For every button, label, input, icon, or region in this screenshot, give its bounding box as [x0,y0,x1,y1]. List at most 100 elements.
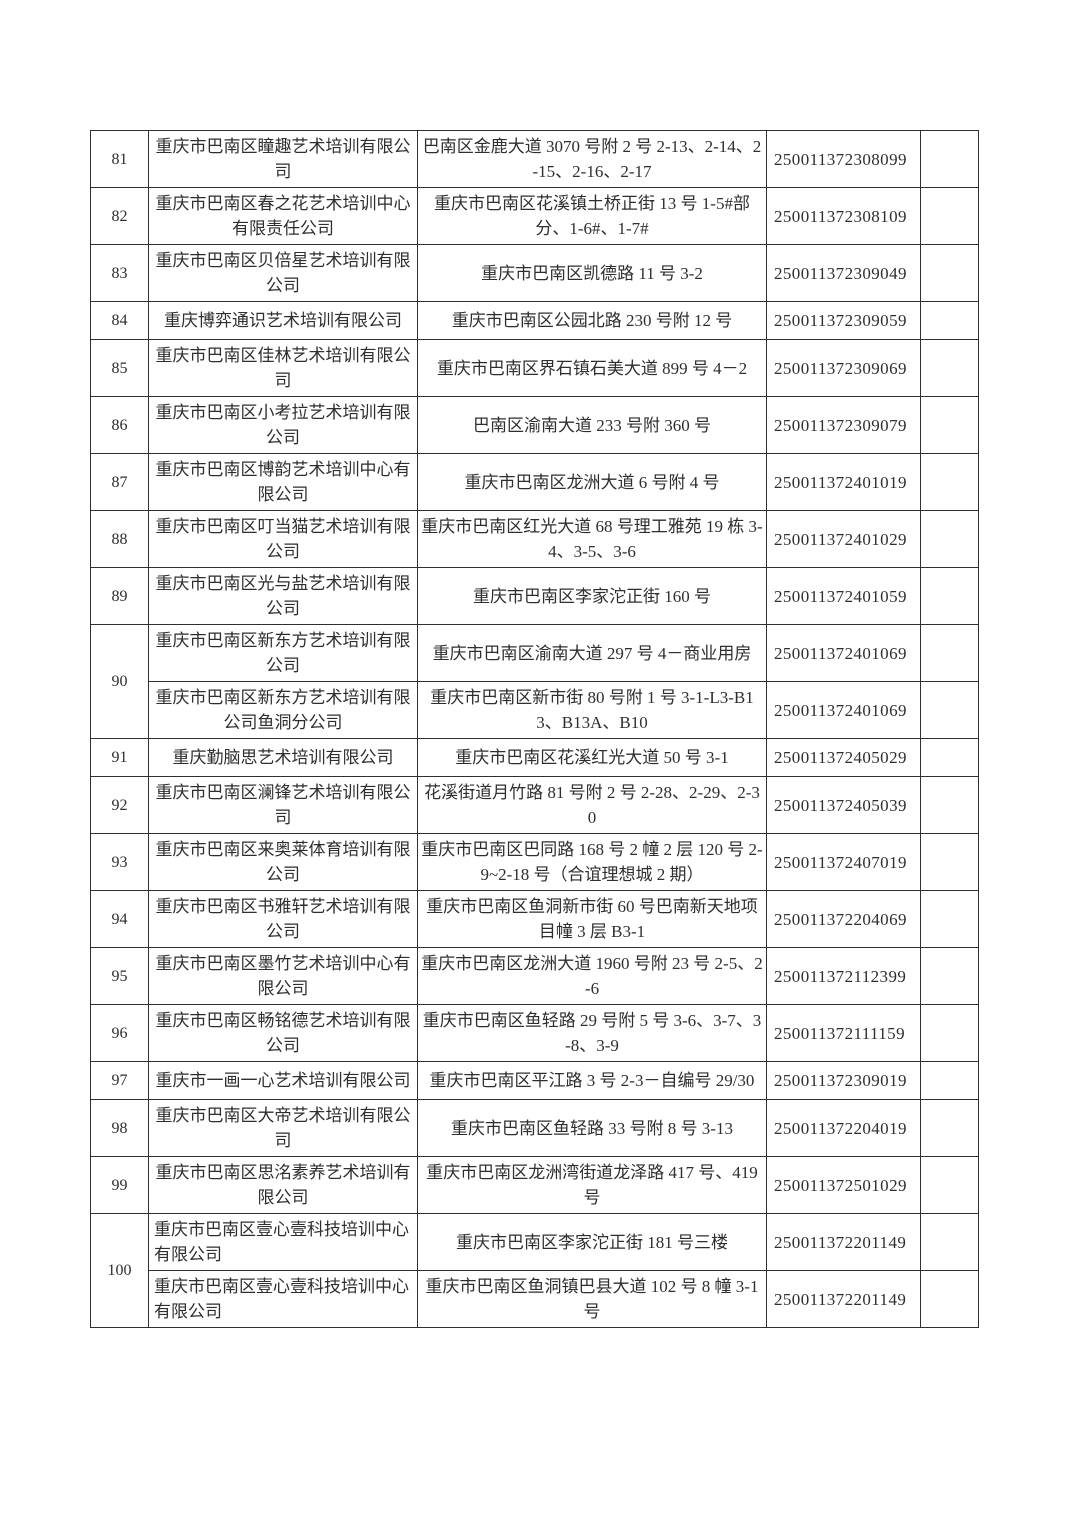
license-code-cell: 250011372401029 [766,510,921,568]
license-code-cell: 250011372308109 [766,187,921,245]
remark-cell [920,1213,979,1271]
org-address-cell: 重庆市巴南区龙洲大道 1960 号附 23 号 2-5、2-6 [417,947,767,1005]
license-code-cell: 250011372204019 [766,1099,921,1157]
org-name-cell: 重庆市巴南区瞳趣艺术培训有限公司 [148,130,418,188]
remark-cell [920,624,979,682]
org-address-cell: 重庆市巴南区龙洲湾街道龙泽路 417 号、419 号 [417,1156,767,1214]
org-name-cell: 重庆市巴南区小考拉艺术培训有限公司 [148,396,418,454]
row-number-cell: 89 [90,567,149,625]
org-name-cell: 重庆市巴南区新东方艺术培训有限公司 [148,624,418,682]
row-number-cell: 99 [90,1156,149,1214]
org-address-cell: 重庆市巴南区李家沱正街 160 号 [417,567,767,625]
org-address-cell: 重庆市巴南区公园北路 230 号附 12 号 [417,301,767,340]
row-number-cell: 100 [90,1213,149,1328]
table-row: 81 重庆市巴南区瞳趣艺术培训有限公司 巴南区金鹿大道 3070 号附 2 号 2-… [90,130,979,188]
license-code-cell: 250011372309059 [766,301,921,340]
org-name-cell: 重庆市巴南区来奥莱体育培训有限公司 [148,833,418,891]
remark-cell [920,1156,979,1214]
table-row: 重庆市巴南区新东方艺术培训有限公司鱼洞分公司 重庆市巴南区新市街 80 号附 1 … [91,681,979,739]
remark-cell [920,187,979,245]
table-row: 85 重庆市巴南区佳林艺术培训有限公司 重庆市巴南区界石镇石美大道 899 号 4－… [90,339,979,397]
row-number-cell: 95 [90,947,149,1005]
org-address-cell: 重庆市巴南区界石镇石美大道 899 号 4－2 [417,339,767,397]
table-row: 82 重庆市巴南区春之花艺术培训中心有限责任公司 重庆市巴南区花溪镇土桥正街 13 … [90,187,979,245]
remark-cell [920,339,979,397]
remark-cell [920,947,979,1005]
org-name-cell: 重庆博弈通识艺术培训有限公司 [148,301,418,340]
remark-cell [920,510,979,568]
org-address-cell: 重庆市巴南区新市街 80 号附 1 号 3-1-L3-B13、B13A、B10 [417,681,767,739]
table-row: 95 重庆市巴南区墨竹艺术培训中心有限公司 重庆市巴南区龙洲大道 1960 号附 2… [90,947,979,1005]
org-name-cell: 重庆市巴南区春之花艺术培训中心有限责任公司 [148,187,418,245]
org-name-cell: 重庆市巴南区贝倍星艺术培训有限公司 [148,244,418,302]
remark-cell [920,833,979,891]
license-code-cell: 250011372401069 [766,681,921,739]
license-code-cell: 250011372501029 [766,1156,921,1214]
org-address-cell: 重庆市巴南区鱼洞镇巴县大道 102 号 8 幢 3-1 号 [417,1270,767,1328]
remark-cell [920,1270,979,1328]
table-body: 81 重庆市巴南区瞳趣艺术培训有限公司 巴南区金鹿大道 3070 号附 2 号 2-… [90,130,979,1328]
org-name-cell: 重庆市巴南区大帝艺术培训有限公司 [148,1099,418,1157]
row-number-cell: 85 [90,339,149,397]
license-code-cell: 250011372201149 [766,1270,921,1328]
table-row: 97 重庆市一画一心艺术培训有限公司 重庆市巴南区平江路 3 号 2-3－自编号 2… [90,1061,979,1100]
table-row: 93 重庆市巴南区来奥莱体育培训有限公司 重庆市巴南区巴同路 168 号 2 幢 2… [90,833,979,891]
license-code-cell: 250011372201149 [766,1213,921,1271]
table-row: 88 重庆市巴南区叮当猫艺术培训有限公司 重庆市巴南区红光大道 68 号理工雅苑 1… [90,510,979,568]
org-name-cell: 重庆市巴南区壹心壹科技培训中心有限公司 [148,1270,418,1328]
org-name-cell: 重庆市巴南区壹心壹科技培训中心有限公司 [148,1213,418,1271]
row-number-cell: 87 [90,453,149,511]
org-address-cell: 重庆市巴南区鱼轻路 33 号附 8 号 3-13 [417,1099,767,1157]
remark-cell [920,776,979,834]
org-name-cell: 重庆市巴南区博韵艺术培训中心有限公司 [148,453,418,511]
remark-cell [920,567,979,625]
remark-cell [920,1099,979,1157]
license-code-cell: 250011372204069 [766,890,921,948]
org-address-cell: 重庆市巴南区花溪镇土桥正街 13 号 1-5#部分、1-6#、1-7# [417,187,767,245]
license-code-cell: 250011372309079 [766,396,921,454]
remark-cell [920,301,979,340]
license-code-cell: 250011372309019 [766,1061,921,1100]
license-code-cell: 250011372405039 [766,776,921,834]
org-address-cell: 重庆市巴南区李家沱正街 181 号三楼 [417,1213,767,1271]
remark-cell [920,738,979,777]
table-row: 94 重庆市巴南区书雅轩艺术培训有限公司 重庆市巴南区鱼洞新市街 60 号巴南新天地… [90,890,979,948]
org-name-cell: 重庆市巴南区墨竹艺术培训中心有限公司 [148,947,418,1005]
org-address-cell: 重庆市巴南区鱼轻路 29 号附 5 号 3-6、3-7、3-8、3-9 [417,1004,767,1062]
table-row: 99 重庆市巴南区思洺素养艺术培训有限公司 重庆市巴南区龙洲湾街道龙泽路 417 号… [90,1156,979,1214]
org-address-cell: 重庆市巴南区鱼洞新市街 60 号巴南新天地项目幢 3 层 B3-1 [417,890,767,948]
remark-cell [920,130,979,188]
license-code-cell: 250011372111159 [766,1004,921,1062]
table-row: 84 重庆博弈通识艺术培训有限公司 重庆市巴南区公园北路 230 号附 12 号 25… [90,301,979,340]
org-address-cell: 重庆市巴南区巴同路 168 号 2 幢 2 层 120 号 2-9~2-18 号… [417,833,767,891]
license-code-cell: 250011372401019 [766,453,921,511]
table-row: 98 重庆市巴南区大帝艺术培训有限公司 重庆市巴南区鱼轻路 33 号附 8 号 3-… [90,1099,979,1157]
org-address-cell: 巴南区渝南大道 233 号附 360 号 [417,396,767,454]
row-number-cell: 92 [90,776,149,834]
license-code-cell: 250011372309069 [766,339,921,397]
table-row: 重庆市巴南区壹心壹科技培训中心有限公司 重庆市巴南区鱼洞镇巴县大道 102 号 8… [91,1270,979,1328]
org-name-cell: 重庆市巴南区思洺素养艺术培训有限公司 [148,1156,418,1214]
remark-cell [920,453,979,511]
org-name-cell: 重庆市巴南区畅铭德艺术培训有限公司 [148,1004,418,1062]
row-number-cell: 91 [90,738,149,777]
org-address-cell: 重庆市巴南区平江路 3 号 2-3－自编号 29/30 [417,1061,767,1100]
table-row: 100 重庆市巴南区壹心壹科技培训中心有限公司 重庆市巴南区李家沱正街 181 号三… [90,1213,979,1328]
training-orgs-table: 81 重庆市巴南区瞳趣艺术培训有限公司 巴南区金鹿大道 3070 号附 2 号 2-… [90,130,979,1328]
row-number-cell: 94 [90,890,149,948]
row-number-cell: 93 [90,833,149,891]
row-number-cell: 82 [90,187,149,245]
org-address-cell: 巴南区金鹿大道 3070 号附 2 号 2-13、2-14、2-15、2-16、… [417,130,767,188]
org-address-cell: 重庆市巴南区龙洲大道 6 号附 4 号 [417,453,767,511]
table-row: 83 重庆市巴南区贝倍星艺术培训有限公司 重庆市巴南区凯德路 11 号 3-2 250… [90,244,979,302]
remark-cell [920,681,979,739]
org-name-cell: 重庆市巴南区叮当猫艺术培训有限公司 [148,510,418,568]
org-address-cell: 花溪街道月竹路 81 号附 2 号 2-28、2-29、2-30 [417,776,767,834]
license-code-cell: 250011372308099 [766,130,921,188]
table-row: 90 重庆市巴南区新东方艺术培训有限公司 重庆市巴南区渝南大道 297 号 4－商业… [90,624,979,739]
org-name-cell: 重庆勤脑思艺术培训有限公司 [148,738,418,777]
row-number-cell: 98 [90,1099,149,1157]
org-address-cell: 重庆市巴南区红光大道 68 号理工雅苑 19 栋 3-4、3-5、3-6 [417,510,767,568]
